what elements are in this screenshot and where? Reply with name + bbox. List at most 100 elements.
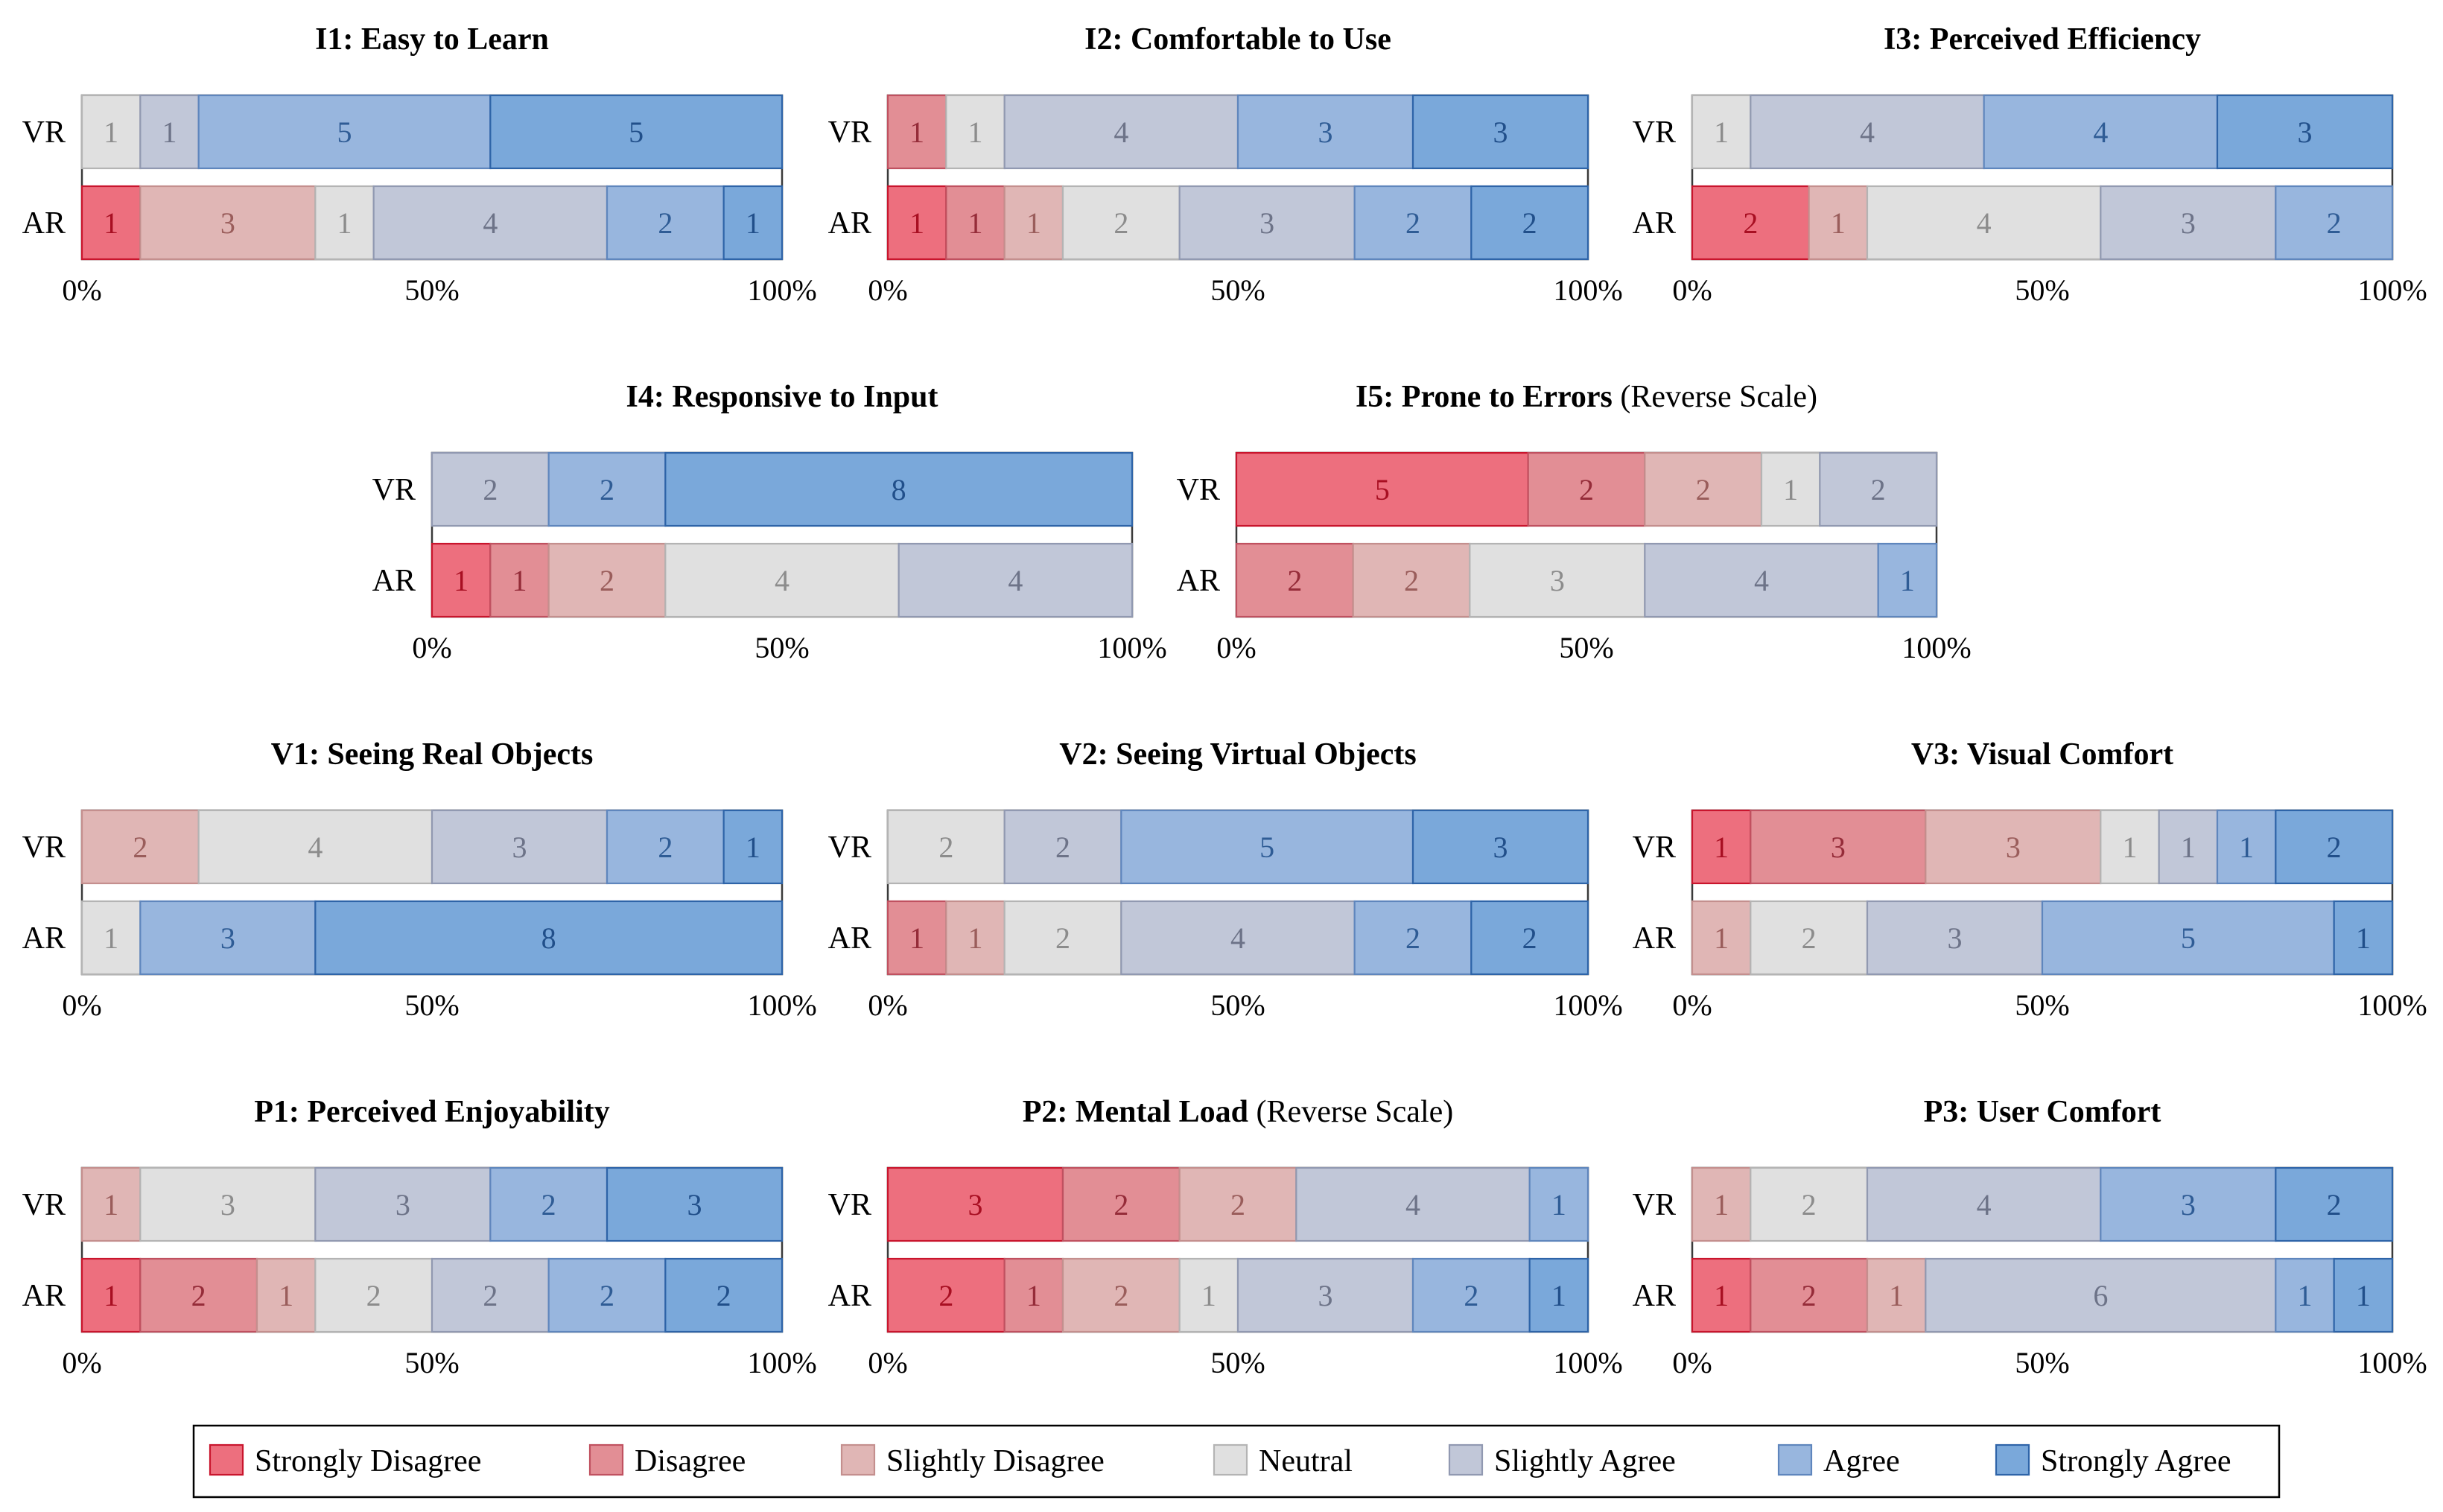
- chart-title: P1: Perceived Enjoyability: [254, 1095, 609, 1129]
- bar-segment: [1236, 94, 1414, 170]
- bar-segment: [1819, 451, 1938, 527]
- bar-segment: [1983, 94, 2219, 170]
- segment-label: 2: [1464, 1279, 1478, 1312]
- segment-label: 1: [104, 1279, 118, 1312]
- chart-title: P3: User Comfort: [1924, 1095, 2161, 1129]
- segment-label: 4: [1977, 206, 1992, 240]
- legend-item: Slightly Agree: [1448, 1443, 1676, 1478]
- x-tick-label: 100%: [1097, 631, 1166, 664]
- segment-label: 1: [746, 206, 760, 240]
- bar-segment: [547, 1257, 667, 1333]
- row-label-vr: VR: [372, 473, 416, 507]
- x-tick-label: 100%: [2357, 988, 2427, 1022]
- segment-label: 1: [1714, 1188, 1729, 1222]
- legend-label: Disagree: [635, 1444, 746, 1478]
- bar-segment: [1691, 809, 1752, 885]
- x-tick-label: 50%: [754, 631, 809, 664]
- likert-chart-6: V1: Seeing Real Objects VR 2 4 3 2 1 AR 1 3 8 0% 50%…: [22, 737, 817, 1022]
- x-tick-label: 100%: [1553, 988, 1622, 1022]
- bar-segment: [1003, 185, 1064, 261]
- row-label-ar: AR: [828, 1279, 871, 1313]
- segment-label: 3: [1831, 830, 1846, 864]
- bar-segment: [1925, 1257, 2277, 1333]
- segment-label: 1: [2356, 921, 2371, 955]
- bar-segment: [1061, 1166, 1181, 1242]
- segment-label: 4: [1114, 115, 1128, 149]
- segment-label: 1: [909, 921, 924, 955]
- segment-label: 1: [1900, 564, 1915, 597]
- segment-label: 2: [600, 1279, 614, 1312]
- bar-segment: [1691, 1257, 1752, 1333]
- chart-title-suffix: (Reverse Scale): [1620, 380, 1817, 414]
- segment-label: 1: [968, 921, 983, 955]
- segment-label: 2: [1055, 921, 1070, 955]
- chart-title: I4: Responsive to Input: [626, 380, 938, 414]
- bar-segment: [722, 185, 784, 261]
- segment-label: 3: [220, 1188, 235, 1222]
- chart-title: V1: Seeing Real Objects: [271, 737, 594, 772]
- bar-segment: [1411, 94, 1589, 170]
- bar-segment: [139, 94, 200, 170]
- x-tick-label: 0%: [868, 988, 907, 1022]
- segment-label: 3: [512, 830, 527, 864]
- row-label-ar: AR: [1633, 1279, 1676, 1313]
- segment-label: 5: [1375, 473, 1390, 506]
- segment-label: 1: [104, 921, 118, 955]
- x-tick-label: 0%: [868, 273, 907, 307]
- segment-label: 1: [1551, 1188, 1566, 1222]
- segment-label: 2: [1287, 564, 1302, 597]
- bar-segment: [1120, 900, 1356, 976]
- bar-segment: [2275, 185, 2394, 261]
- segment-label: 2: [1802, 1188, 1817, 1222]
- segment-label: 1: [968, 115, 983, 149]
- segment-label: 2: [1579, 473, 1594, 506]
- segment-label: 3: [1493, 830, 1508, 864]
- bar-segment: [314, 1166, 492, 1242]
- x-tick-label: 0%: [412, 631, 451, 664]
- segment-label: 3: [2181, 206, 2196, 240]
- bar-segment: [255, 1257, 317, 1333]
- segment-label: 3: [395, 1188, 410, 1222]
- legend-item: Neutral: [1213, 1443, 1353, 1478]
- legend-label: Neutral: [1259, 1444, 1353, 1478]
- segment-label: 1: [909, 206, 924, 240]
- segment-label: 2: [2327, 1188, 2342, 1222]
- bar-segment: [1003, 1257, 1064, 1333]
- legend-swatch: [1448, 1443, 1484, 1476]
- legend-label: Strongly Agree: [2041, 1444, 2231, 1478]
- row-label-ar: AR: [372, 564, 416, 598]
- segment-label: 1: [1026, 206, 1041, 240]
- bar-segment: [80, 1257, 142, 1333]
- segment-label: 1: [1551, 1279, 1566, 1312]
- bar-segment: [1691, 900, 1752, 976]
- segment-label: 2: [1696, 473, 1711, 506]
- chart-title: I2: Comfortable to Use: [1084, 22, 1391, 57]
- bar-segment: [1235, 451, 1529, 527]
- bar-segment: [80, 1166, 142, 1242]
- bar-segment: [1750, 900, 1869, 976]
- row-label-ar: AR: [828, 206, 871, 241]
- legend-label: Strongly Disagree: [255, 1444, 481, 1478]
- legend: Strongly Disagree Disagree Slightly Disagr…: [192, 1424, 2281, 1499]
- segment-label: 1: [1783, 473, 1798, 506]
- bar-segment: [431, 809, 609, 885]
- segment-label: 3: [2006, 830, 2021, 864]
- segment-label: 2: [1405, 206, 1420, 240]
- likert-chart-10: P2: Mental Load (Reverse Scale) VR 3 2 2 4 1 AR…: [828, 1095, 1623, 1379]
- segment-label: 2: [1404, 564, 1419, 597]
- bar-segment: [1353, 900, 1473, 976]
- bar-segment: [1750, 94, 1985, 170]
- segment-label: 2: [938, 1279, 953, 1312]
- row-label-ar: AR: [22, 921, 66, 956]
- legend-label: Slightly Disagree: [886, 1444, 1105, 1478]
- legend-swatch: [840, 1443, 876, 1476]
- bar-segment: [2216, 809, 2277, 885]
- segment-label: 5: [337, 115, 352, 149]
- segment-label: 2: [191, 1279, 206, 1312]
- bar-segment: [314, 185, 375, 261]
- row-label-vr: VR: [22, 1188, 66, 1222]
- chart-title: I1: Easy to Learn: [315, 22, 549, 57]
- bar-segment: [2275, 1257, 2335, 1333]
- segment-label: 1: [2239, 830, 2254, 864]
